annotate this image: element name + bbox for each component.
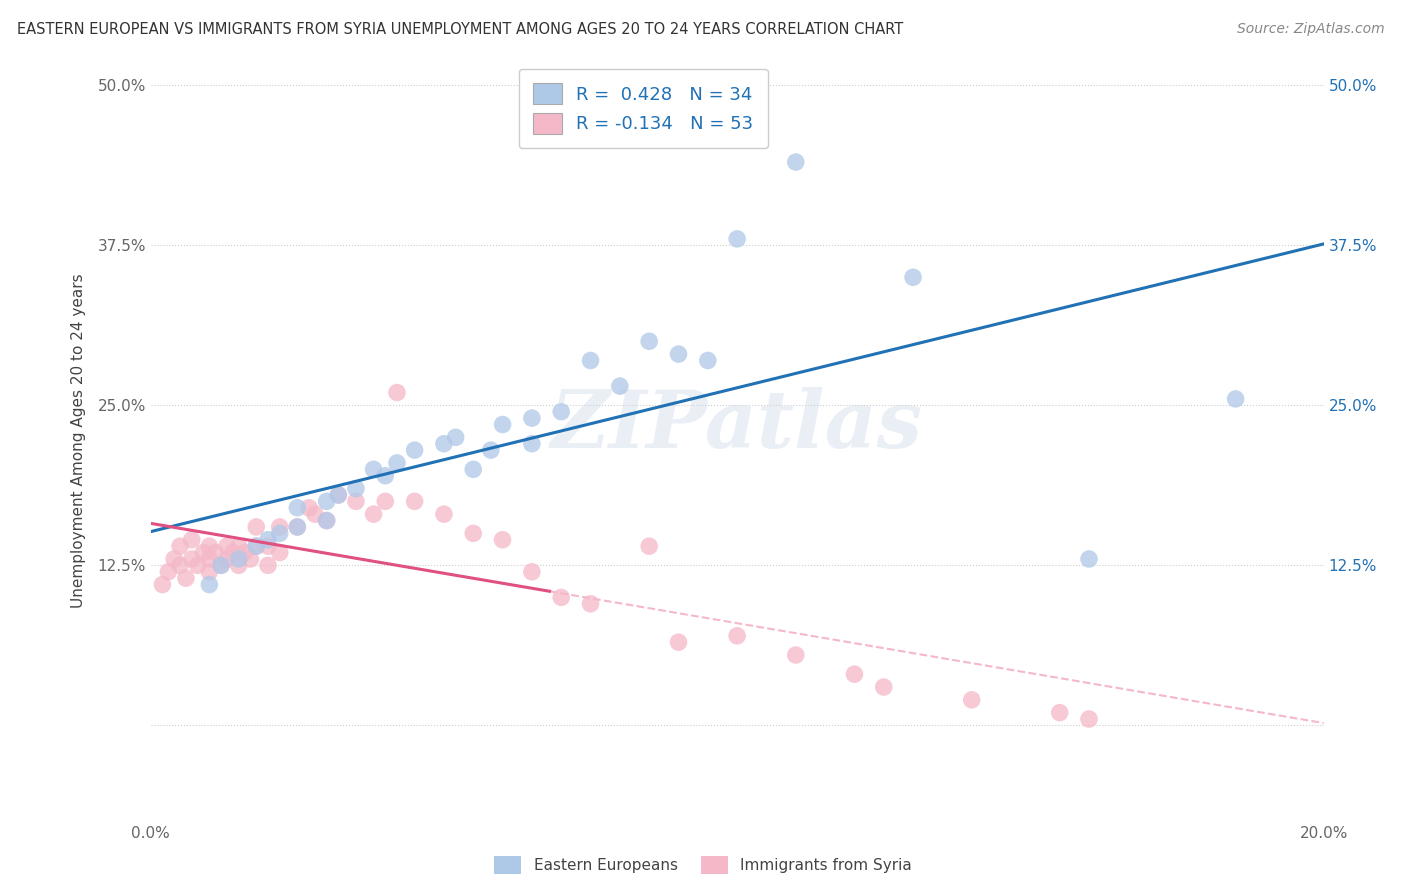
Point [1225, 392, 1247, 406]
Point [198, 539, 221, 553]
Point [785, 155, 807, 169]
Point [638, 539, 661, 553]
Point [285, 520, 308, 534]
Point [344, 494, 367, 508]
Legend: Eastern Europeans, Immigrants from Syria: Eastern Europeans, Immigrants from Syria [488, 850, 918, 880]
Point [404, 443, 426, 458]
Point [785, 648, 807, 662]
Point [269, 526, 291, 541]
Point [257, 558, 280, 573]
Point [374, 468, 396, 483]
Point [668, 347, 690, 361]
Point [315, 494, 337, 508]
Point [873, 680, 896, 694]
Point [204, 545, 226, 559]
Point [404, 494, 426, 508]
Point [696, 353, 718, 368]
Point [844, 667, 866, 681]
Point [152, 577, 174, 591]
Point [245, 539, 267, 553]
Point [180, 552, 202, 566]
Point [668, 635, 690, 649]
Point [304, 507, 326, 521]
Point [579, 353, 602, 368]
Point [193, 545, 215, 559]
Point [550, 591, 572, 605]
Point [385, 385, 408, 400]
Legend: R =  0.428   N = 34, R = -0.134   N = 53: R = 0.428 N = 34, R = -0.134 N = 53 [519, 69, 768, 148]
Point [157, 565, 180, 579]
Point [187, 558, 209, 573]
Point [328, 488, 350, 502]
Text: Source: ZipAtlas.com: Source: ZipAtlas.com [1237, 22, 1385, 37]
Point [1078, 712, 1101, 726]
Point [233, 545, 256, 559]
Point [463, 526, 485, 541]
Y-axis label: Unemployment Among Ages 20 to 24 years: Unemployment Among Ages 20 to 24 years [72, 273, 86, 607]
Point [491, 533, 513, 547]
Point [550, 405, 572, 419]
Point [269, 520, 291, 534]
Point [228, 539, 250, 553]
Point [609, 379, 631, 393]
Point [257, 533, 280, 547]
Point [315, 514, 337, 528]
Text: EASTERN EUROPEAN VS IMMIGRANTS FROM SYRIA UNEMPLOYMENT AMONG AGES 20 TO 24 YEARS: EASTERN EUROPEAN VS IMMIGRANTS FROM SYRI… [17, 22, 903, 37]
Point [298, 500, 321, 515]
Point [180, 533, 202, 547]
Point [363, 462, 385, 476]
Point [344, 482, 367, 496]
Point [239, 552, 262, 566]
Point [328, 488, 350, 502]
Point [520, 436, 543, 450]
Point [198, 565, 221, 579]
Text: ZIPatlas: ZIPatlas [551, 386, 924, 464]
Point [374, 494, 396, 508]
Point [479, 443, 502, 458]
Point [228, 558, 250, 573]
Point [209, 558, 232, 573]
Point [269, 545, 291, 559]
Point [315, 514, 337, 528]
Point [215, 539, 238, 553]
Point [215, 552, 238, 566]
Point [245, 539, 267, 553]
Point [209, 558, 232, 573]
Point [520, 411, 543, 425]
Point [1049, 706, 1071, 720]
Point [491, 417, 513, 432]
Point [163, 552, 186, 566]
Point [363, 507, 385, 521]
Point [444, 430, 467, 444]
Point [463, 462, 485, 476]
Point [245, 520, 267, 534]
Point [385, 456, 408, 470]
Point [433, 507, 456, 521]
Point [433, 436, 456, 450]
Point [579, 597, 602, 611]
Point [169, 539, 191, 553]
Point [198, 577, 221, 591]
Point [960, 693, 983, 707]
Point [1078, 552, 1101, 566]
Point [222, 545, 245, 559]
Point [198, 552, 221, 566]
Point [174, 571, 197, 585]
Point [285, 520, 308, 534]
Point [725, 232, 748, 246]
Point [285, 500, 308, 515]
Point [725, 629, 748, 643]
Point [228, 552, 250, 566]
Point [257, 539, 280, 553]
Point [638, 334, 661, 349]
Point [169, 558, 191, 573]
Point [520, 565, 543, 579]
Point [901, 270, 924, 285]
